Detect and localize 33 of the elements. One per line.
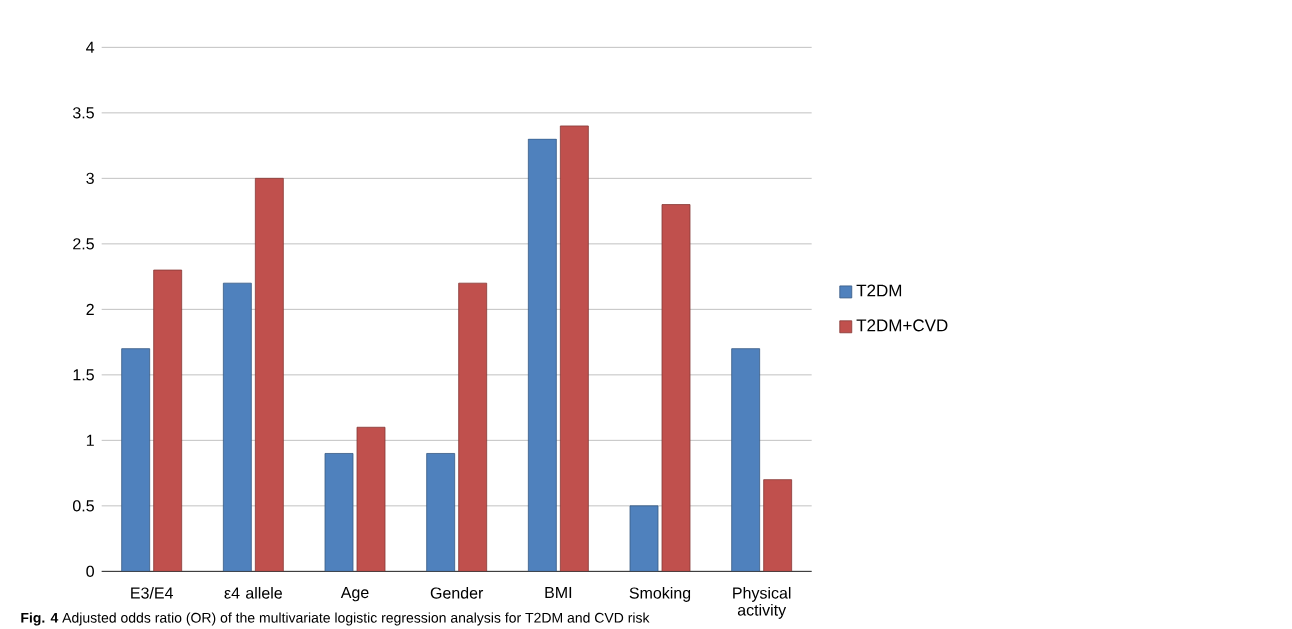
x-tick-label: Age bbox=[340, 586, 369, 602]
text: Fig. 4 Adjusted odds ratio (OR) of the multivariate logistic regression analysis for T2DM and CVD risk bbox=[21, 612, 650, 626]
bar bbox=[731, 348, 761, 572]
x-tick-label: E3/E4 bbox=[131, 586, 174, 599]
bar bbox=[153, 269, 183, 572]
bar bbox=[426, 453, 456, 572]
bar bbox=[458, 282, 488, 572]
x-tick-label: Gender bbox=[430, 586, 484, 599]
y-tick-label: 2.5 bbox=[73, 238, 94, 250]
bar bbox=[763, 479, 793, 572]
y-tick-label: 0 bbox=[86, 565, 94, 578]
bar bbox=[356, 426, 386, 572]
y-tick-label: 1.5 bbox=[73, 369, 94, 381]
bar bbox=[222, 282, 252, 572]
legend-label: T2DM+CVD bbox=[856, 319, 948, 332]
bar bbox=[661, 204, 691, 572]
bar bbox=[121, 348, 151, 572]
x-tick-label: BMI bbox=[545, 586, 572, 598]
y-tick-label: 3 bbox=[86, 172, 94, 185]
x-tick-label: Smoking bbox=[629, 586, 691, 602]
bar bbox=[254, 177, 284, 572]
y-tick-label: 3.5 bbox=[72, 107, 94, 119]
legend-label: T2DM bbox=[856, 284, 902, 297]
y-tick-label: 0.5 bbox=[72, 500, 94, 512]
y-tick-label: 4 bbox=[86, 41, 95, 53]
bar bbox=[527, 138, 557, 572]
bar bbox=[629, 505, 659, 572]
x-tick-label: Physical activity bbox=[733, 586, 791, 619]
x-tick-label: ε4 allele bbox=[224, 586, 282, 599]
bar bbox=[324, 453, 354, 572]
bar bbox=[559, 125, 589, 572]
y-tick-label: 2 bbox=[86, 303, 94, 315]
y-tick-label: 1 bbox=[86, 434, 94, 446]
